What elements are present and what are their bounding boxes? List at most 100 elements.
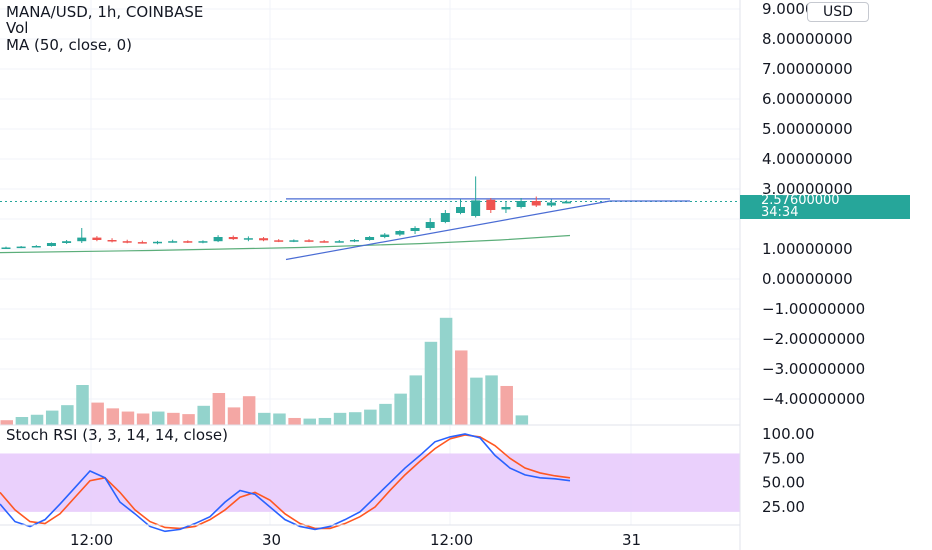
volume-bar: [152, 411, 165, 425]
candle-body: [395, 231, 405, 235]
candle-body: [562, 201, 572, 204]
stoch-rsi-legend[interactable]: Stoch RSI (3, 3, 14, 14, close): [6, 426, 228, 444]
candle-body: [380, 234, 390, 237]
volume-bar: [45, 410, 59, 425]
bar-countdown: 34:34: [761, 205, 799, 220]
volume-bar: [303, 418, 316, 425]
price-axis-label: 8.00000000: [762, 30, 853, 48]
volume-bar: [470, 377, 483, 425]
candle-body: [365, 237, 375, 240]
time-axis-label: 31: [622, 531, 641, 549]
time-axis-label: 12:00: [70, 531, 113, 549]
stoch-axis-label: 25.00: [762, 498, 805, 516]
price-axis-label: −2.00000000: [762, 330, 865, 348]
candle-body: [546, 202, 556, 206]
candle-body: [471, 200, 481, 216]
candle-body: [243, 238, 253, 240]
stoch-axis-label: 50.00: [762, 474, 805, 492]
volume-bar: [273, 413, 286, 425]
candle-body: [501, 207, 511, 210]
candle-body: [198, 241, 208, 243]
candle-body: [137, 242, 147, 244]
candle-body: [153, 241, 162, 244]
candle-body: [334, 241, 344, 243]
candle-body: [516, 201, 526, 207]
price-axis-label: −3.00000000: [762, 360, 865, 378]
volume-bar: [258, 412, 271, 425]
volume-bar: [15, 417, 29, 425]
volume-bar: [30, 414, 44, 425]
volume-bar: [394, 393, 407, 425]
candle-body: [122, 241, 132, 243]
candle-body: [183, 241, 193, 243]
ma-legend[interactable]: MA (50, close, 0): [6, 36, 133, 54]
volume-bar: [121, 411, 135, 425]
candle-body: [1, 247, 11, 249]
volume-bar: [106, 408, 120, 425]
gridlines: [0, 0, 740, 525]
volume-bar: [318, 417, 332, 425]
volume-bar: [515, 415, 529, 425]
candle-body: [92, 237, 102, 240]
volume-bar: [212, 393, 226, 425]
candle-body: [228, 237, 238, 240]
volume-bar: [197, 405, 210, 425]
candle-body: [486, 199, 496, 210]
price-axis-label: −4.00000000: [762, 390, 865, 408]
volume-bar: [136, 413, 150, 425]
candle-body: [213, 237, 223, 242]
candle-body: [425, 222, 435, 228]
last-price-tag: 2.57600000 34:34: [740, 194, 910, 220]
volume-bar: [455, 350, 468, 425]
price-axis-label: 3.00000000: [762, 180, 853, 198]
candle-body: [274, 240, 284, 242]
time-axis-label: 30: [262, 531, 281, 549]
price-axis-label: 7.00000000: [762, 60, 853, 78]
volume-bar: [333, 412, 347, 425]
time-axis[interactable]: 12:00 30 12:00 31: [70, 531, 641, 549]
stoch-axis[interactable]: 100.00 75.00 50.00 25.00: [762, 425, 815, 516]
price-axis-label: −1.00000000: [762, 300, 865, 318]
candle-body: [349, 240, 359, 242]
volume-bar: [409, 375, 423, 425]
volume-bar: [424, 341, 438, 425]
price-axis-label: 6.00000000: [762, 90, 853, 108]
candle-body: [289, 240, 299, 242]
stoch-axis-label: 100.00: [762, 425, 815, 443]
candle-body: [77, 237, 87, 242]
currency-button[interactable]: USD: [807, 2, 869, 22]
volume-bar: [76, 385, 89, 425]
volume-bar: [227, 407, 241, 425]
candle-body: [440, 213, 450, 222]
candle-body: [31, 246, 41, 248]
candle-body: [16, 246, 26, 249]
candle-body: [107, 240, 117, 242]
stoch-k-line: [0, 433, 571, 533]
candle-body: [319, 241, 329, 243]
volume-legend[interactable]: Vol: [6, 19, 29, 37]
volume-bar: [500, 385, 513, 425]
candle-body: [62, 241, 72, 243]
candlesticks: [1, 176, 572, 249]
volume-bar: [0, 420, 13, 425]
price-axis-label: 4.00000000: [762, 150, 853, 168]
price-axis-label: 1.00000000: [762, 240, 853, 258]
candle-body: [456, 207, 465, 213]
volume-bar: [364, 409, 377, 425]
volume-bar: [61, 405, 74, 425]
volume-bar: [167, 412, 180, 425]
volume-bar: [91, 402, 104, 425]
candle-body: [531, 201, 541, 206]
candle-body: [259, 238, 269, 241]
candle-body: [410, 228, 420, 231]
stoch-axis-label: 75.00: [762, 449, 805, 467]
volume-bar: [439, 317, 453, 425]
volume-bar: [182, 414, 195, 425]
symbol-title[interactable]: MANA/USD, 1h, COINBASE: [6, 3, 204, 21]
volume-bar: [348, 412, 362, 425]
candle-body: [46, 243, 56, 246]
time-axis-label: 12:00: [430, 531, 473, 549]
trend-lines: [285, 198, 690, 261]
volume-bar: [485, 375, 498, 425]
